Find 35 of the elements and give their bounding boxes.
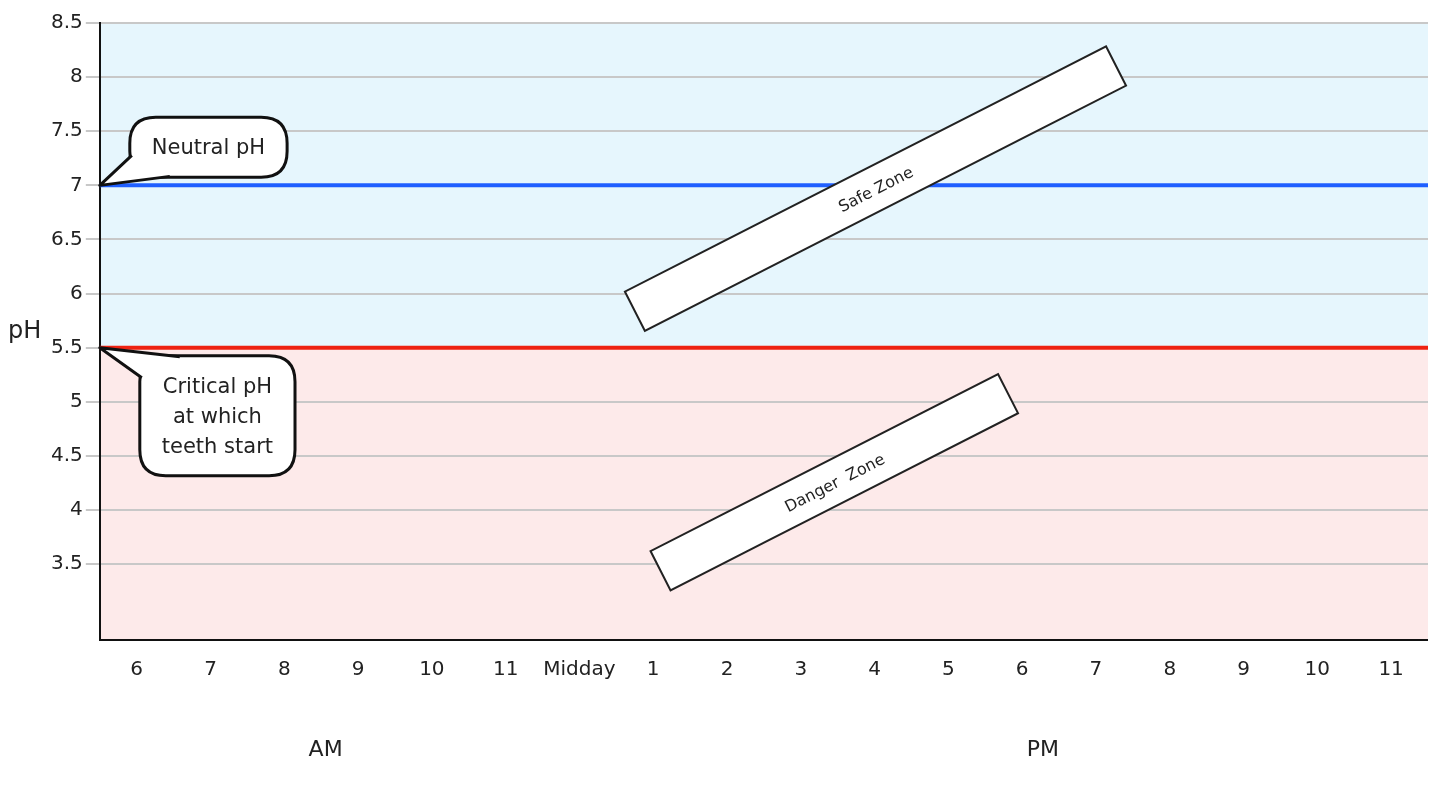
x-tick-label: 9 (1237, 656, 1250, 681)
y-axis-title: pH (8, 315, 42, 344)
y-tick-label: 6 (70, 279, 83, 304)
text: AM (308, 735, 343, 761)
x-tick-label: 9 (351, 656, 365, 681)
x-tick-label: 10 (1304, 656, 1331, 681)
y-tick-label: 5.5 (50, 333, 83, 358)
x-tick-label: 7 (204, 656, 217, 681)
x-tick-label: 3 (794, 656, 808, 681)
x-tick-label: 8 (277, 656, 291, 681)
y-tick-label: 4 (70, 496, 83, 521)
x-tick-label: 11 (1378, 656, 1404, 681)
x-tick-label: 7 (1089, 656, 1103, 681)
x-tick-label: 2 (720, 656, 734, 681)
x-tick-label: 6 (1015, 656, 1029, 681)
band-label: Safe Zone (835, 162, 917, 216)
x-tick-label: 1 (646, 656, 660, 681)
y-tick-label: 7.5 (50, 117, 83, 142)
y-tick-label: 7 (70, 171, 83, 196)
x-tick-label: 5 (942, 656, 955, 681)
x-tick-label: Midday (543, 656, 616, 681)
y-tick-label: 6.5 (50, 225, 83, 250)
y-tick-label: 4.5 (50, 442, 83, 467)
text: PM (1026, 735, 1059, 761)
y-tick-label: 5 (70, 388, 83, 413)
y-tick-label: 8.5 (50, 9, 83, 34)
x-tick-label: 6 (130, 656, 144, 681)
y-tick-label: 8 (70, 63, 83, 88)
x-tick-label: 4 (868, 656, 881, 681)
ref-line-label: Critical pH at which teeth start (161, 373, 274, 458)
ref-line-label: Neutral pH (151, 135, 266, 160)
x-tick-label: 8 (1163, 656, 1177, 681)
x-tick-label: 11 (492, 656, 519, 681)
x-tick-label: 10 (419, 656, 445, 681)
y-tick-label: 3.5 (50, 550, 83, 575)
